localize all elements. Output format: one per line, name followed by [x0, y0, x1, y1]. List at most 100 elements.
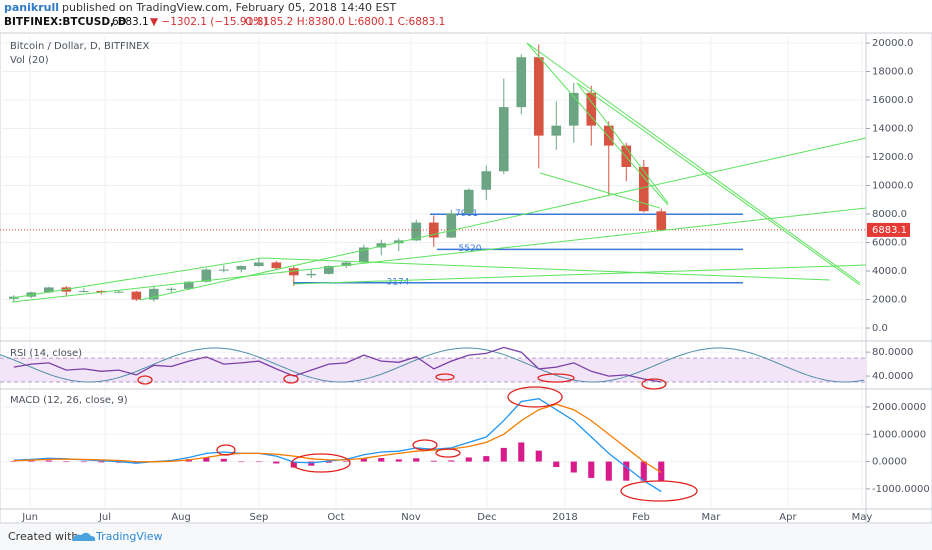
candle-body	[603, 125, 614, 146]
candle-body	[201, 269, 212, 282]
y-tick-label: 0.0	[872, 323, 888, 334]
histogram-bar	[360, 458, 367, 462]
histogram-bar	[605, 461, 612, 481]
price: 6883.1	[112, 16, 149, 28]
histogram-bar	[535, 450, 542, 462]
volume-label: Vol (20)	[10, 55, 49, 66]
histogram-bar	[378, 458, 385, 462]
candle-body	[218, 269, 229, 271]
candle-body	[323, 266, 334, 274]
candle-body	[341, 262, 352, 267]
legends: Bitcoin / Dollar, D, BITFINEX Vol (20) R…	[10, 41, 149, 406]
candle-body	[44, 287, 54, 293]
histogram-bar	[483, 456, 490, 462]
histogram-bar	[395, 459, 402, 462]
circle	[137, 375, 153, 385]
circle	[507, 386, 563, 408]
last-price-label: 6883.1	[872, 225, 907, 236]
y-tick-label: 12000.0	[872, 152, 913, 163]
y-tick-label: 1000.0000	[872, 429, 926, 440]
marks: 0.0 2000.0 4000.0 6000.0 8000.0 10000.0 12000.…	[0, 35, 930, 523]
histogram-bar	[413, 458, 420, 462]
y-tick-label: 8000.0	[872, 209, 907, 220]
candle-body	[621, 145, 632, 167]
level-label: 5520	[459, 244, 482, 254]
cycle-wave	[0, 347, 865, 383]
footer-created: Created with	[8, 530, 78, 543]
level-label: 7981	[455, 209, 478, 219]
rsi-band	[0, 358, 866, 383]
candle-body	[481, 171, 492, 190]
y-tick-label: 10000.0	[872, 181, 913, 192]
candle-body	[568, 92, 579, 126]
candle-body	[533, 57, 544, 136]
histogram-bar	[325, 461, 332, 463]
histogram-bar	[588, 461, 595, 478]
histogram-bar	[658, 461, 665, 481]
candle-body	[428, 222, 439, 238]
trendline	[261, 257, 831, 281]
x-tick-label: Nov	[401, 512, 421, 523]
circle	[283, 374, 299, 384]
x-tick-label: 2018	[552, 512, 577, 523]
trendline	[139, 137, 867, 301]
circle	[620, 480, 698, 502]
candle-body	[236, 266, 247, 270]
circle	[641, 378, 667, 390]
y-tick-label: 14000.0	[872, 123, 913, 134]
chart-title: Bitcoin / Dollar, D, BITFINEX	[10, 41, 149, 52]
trendline	[539, 172, 661, 209]
x-tick-label: Sep	[250, 512, 269, 523]
candle-body	[376, 243, 387, 248]
candle-body	[131, 291, 142, 300]
footer-brand: TradingView	[95, 530, 162, 543]
histogram-bar	[430, 460, 437, 462]
circle	[412, 439, 438, 451]
circle	[435, 448, 461, 458]
published: published on TradingView.com, February 0…	[62, 1, 396, 14]
candle-body	[551, 125, 562, 136]
x-tick-label: Mar	[702, 512, 722, 523]
trendline	[526, 42, 669, 206]
x-tick-label: Apr	[779, 512, 797, 523]
candle-body	[288, 268, 299, 276]
histogram-bar	[238, 461, 245, 463]
author: panikrull	[4, 1, 59, 14]
trendline	[11, 207, 867, 303]
histogram-bar	[500, 447, 507, 462]
histogram-bar	[448, 460, 455, 462]
histogram-bar	[343, 461, 350, 462]
histogram-bar	[570, 461, 577, 473]
x-tick-label: Dec	[477, 512, 496, 523]
y-tick-label: 4000.0	[872, 266, 907, 277]
y-tick-label: 0.0000	[872, 457, 907, 468]
candle-body	[516, 57, 527, 108]
histogram-bar	[308, 461, 315, 466]
y-tick-label: 18000.0	[872, 66, 913, 77]
logo	[72, 532, 96, 541]
trendline	[526, 42, 861, 284]
candle-body	[148, 288, 159, 300]
y-tick-label: 80.0000	[872, 347, 913, 358]
histogram-bar	[623, 461, 630, 481]
x-tick-label: Feb	[632, 512, 650, 523]
chart-title: MACD (12, 26, close, 9)	[10, 395, 128, 406]
candle-body	[253, 262, 264, 267]
ohlc: O:8185.2 H:8380.0 L:6800.1 C:6883.1	[245, 16, 445, 28]
trendlines	[11, 42, 867, 303]
series-line	[13, 346, 662, 383]
histogram-bar	[220, 458, 227, 462]
histogram-bar	[273, 461, 280, 464]
candle-body	[166, 288, 177, 290]
y-tick-label: 6000.0	[872, 238, 907, 249]
symbol: BITFINEX:BTCUSD, D	[4, 16, 127, 28]
histogram-bar	[553, 461, 560, 468]
histogram-bar	[203, 457, 210, 462]
y-tick-label: 20000.0	[872, 38, 913, 49]
candle-body	[271, 262, 282, 269]
x-tick-label: May	[852, 512, 873, 523]
y-tick-label: 2000.0000	[872, 402, 926, 413]
trendline	[292, 264, 867, 285]
series-line	[13, 403, 662, 474]
